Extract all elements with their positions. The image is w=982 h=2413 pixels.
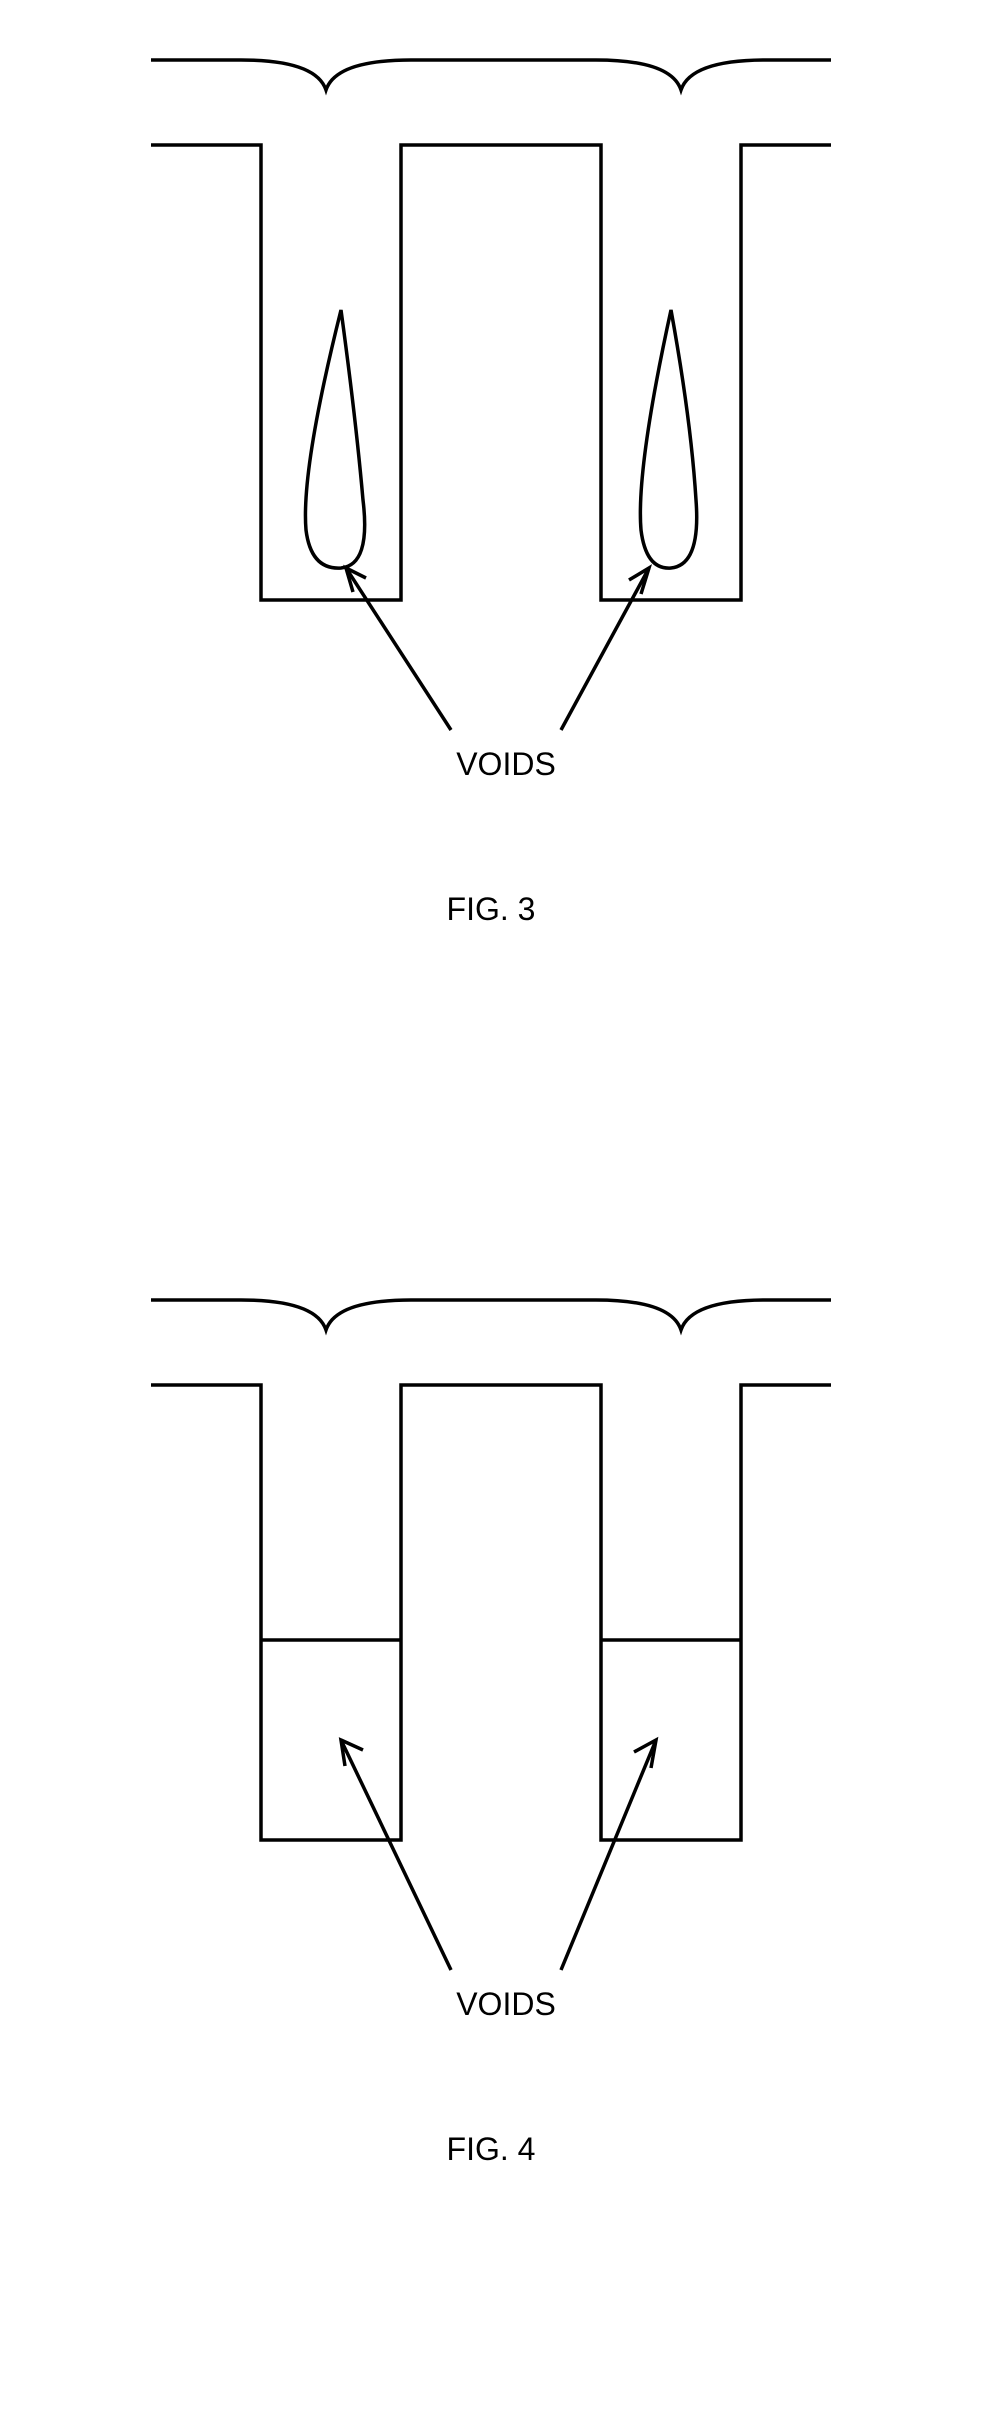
fig3-right-void [640,310,696,568]
fig4-voids-label: VOIDS [456,1986,556,2022]
fig3-left-void [305,310,364,568]
figure-3: VOIDS FIG. 3 [141,40,841,1005]
fig4-top-surface [151,1300,831,1330]
figure-4: VOIDS FIG. 4 [141,1280,841,2245]
fig4-left-arrow [341,1740,451,1970]
page-container: VOIDS FIG. 3 [0,0,982,2413]
fig4-svg: VOIDS FIG. 4 [141,1280,841,2240]
fig4-trench-outline [151,1385,831,1840]
fig3-trench-outline [151,145,831,600]
fig3-svg: VOIDS FIG. 3 [141,40,841,1000]
fig3-voids-label: VOIDS [456,746,556,782]
fig3-caption: FIG. 3 [447,891,536,927]
fig3-left-arrow [346,568,451,730]
fig4-caption: FIG. 4 [447,2131,536,2167]
fig4-right-arrow [561,1740,656,1970]
fig3-top-surface [151,60,831,90]
fig3-right-arrow [561,568,649,730]
